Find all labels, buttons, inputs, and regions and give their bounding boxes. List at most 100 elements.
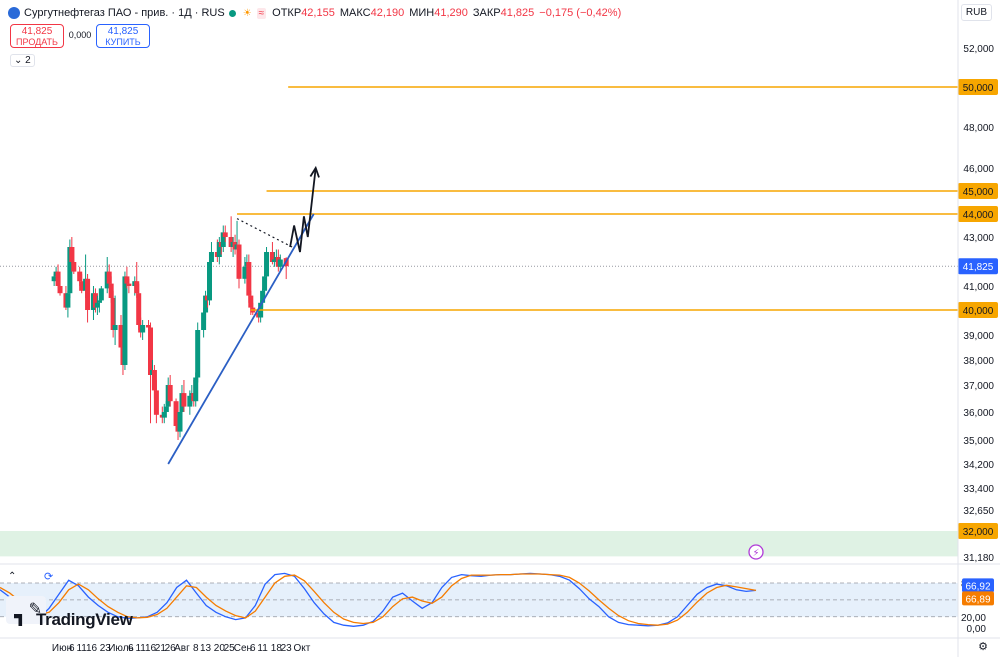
price-tick-label: 31,180 <box>963 553 994 564</box>
level-badge-label: 50,000 <box>963 83 994 94</box>
price-tick-label: 34,200 <box>963 460 994 471</box>
candle-body <box>193 377 199 402</box>
watermark-text: TradingView <box>36 610 133 629</box>
candle-body <box>167 385 173 402</box>
price-tick-label: 52,000 <box>963 44 994 55</box>
sell-price: 41,825 <box>21 26 53 37</box>
candle-body <box>57 286 63 294</box>
level-badge <box>958 79 998 95</box>
candle-body <box>126 283 132 286</box>
change-value: −0,175 (−0,42%) <box>539 7 622 19</box>
currency-button[interactable]: RUB <box>960 4 992 21</box>
candle-body <box>112 325 118 330</box>
candle-body <box>77 271 83 282</box>
buy-button[interactable]: 41,825 КУПИТЬ <box>96 24 150 48</box>
open-label: ОТКР <box>272 7 302 19</box>
candle-body <box>271 259 277 262</box>
support-zone <box>0 531 958 557</box>
price-tick-label: 37,000 <box>963 381 994 392</box>
candle-body <box>51 276 57 282</box>
collapse-indicators-button[interactable]: ⌄ 2 <box>10 54 35 67</box>
time-tick-label: Авг <box>174 643 190 654</box>
time-tick-label: 20 <box>214 643 226 654</box>
high-value: 42,190 <box>370 7 405 19</box>
time-tick-label: 11 <box>257 643 268 654</box>
live-dot-icon <box>228 9 236 17</box>
price-tick-label: 36,000 <box>963 408 994 419</box>
time-tick-label: 16 <box>86 643 98 654</box>
candle-body <box>236 244 242 279</box>
candle-body <box>118 325 124 348</box>
level-badge-label: 40,000 <box>963 306 994 317</box>
price-tick-label: 39,000 <box>963 331 994 342</box>
candle-body <box>242 266 248 279</box>
candle-body <box>216 242 222 257</box>
price-tick-label: 32,650 <box>963 506 994 517</box>
low-value: 41,290 <box>434 7 468 19</box>
high-label: МАКС <box>339 7 371 19</box>
stochastic-value-label: 66,92 <box>965 581 990 592</box>
candle-body <box>146 325 152 328</box>
level-badge <box>958 206 998 222</box>
time-tick-label: 11 <box>76 643 87 654</box>
drawing-tool-button[interactable]: ✎ <box>6 596 46 624</box>
time-tick-label: 6 <box>128 643 134 654</box>
stochastic-line <box>0 572 757 627</box>
candle-body <box>173 401 179 426</box>
candle-body <box>163 406 169 412</box>
low-label: МИН <box>409 7 435 19</box>
candle-body <box>161 412 167 418</box>
buy-label: КУПИТЬ <box>105 37 141 47</box>
price-tick-label: 46,000 <box>963 164 994 175</box>
indicator-settings-icon[interactable]: ⟳ <box>44 571 54 583</box>
time-tick-label: 11 <box>135 643 146 654</box>
candle-body <box>177 412 183 432</box>
candle-body <box>136 293 142 325</box>
candle-body <box>79 281 85 291</box>
level-badge-label: 44,000 <box>963 210 994 221</box>
candle-body <box>92 293 98 308</box>
level-badge <box>958 302 998 318</box>
open-value: 42,155 <box>301 7 335 19</box>
dividends-icon[interactable]: ☀ <box>242 7 252 19</box>
candle-body <box>140 325 146 333</box>
candle-body <box>181 393 187 407</box>
time-tick-label: Июль <box>108 643 134 654</box>
exchange-logo-icon <box>8 7 20 19</box>
events-icon[interactable]: ≈ <box>256 7 267 19</box>
time-tick-label: 16 <box>145 643 157 654</box>
price-tick-label: 48,000 <box>963 123 994 134</box>
candle-body <box>69 247 75 262</box>
lightning-glyph: ⚡ <box>752 548 759 559</box>
candle-body <box>55 271 61 286</box>
stochastic-line <box>0 573 757 626</box>
candle-body <box>203 295 209 313</box>
stochastic-value-badge <box>962 578 994 593</box>
stochastic-value-badge <box>962 591 994 606</box>
tradingview-watermark: TradingView <box>14 610 133 630</box>
candle-body <box>187 395 193 407</box>
candle-body <box>96 300 102 303</box>
candle-body <box>277 259 283 267</box>
candle-body <box>124 276 130 284</box>
axis-settings-icon[interactable]: ⚙ <box>978 641 988 653</box>
indicator-collapse-icon[interactable]: ⌃ <box>8 571 17 582</box>
candle-body <box>85 278 91 310</box>
candle-body <box>207 262 212 301</box>
symbol-title[interactable]: Сургутнефтегаз ПАО - прив. · 1Д · RUS <box>24 7 225 19</box>
last-price-badge <box>958 258 998 275</box>
candle-body <box>94 302 100 308</box>
chevron-down-icon: ⌄ <box>14 55 23 66</box>
candle-body <box>248 295 254 308</box>
candle-body <box>246 262 252 296</box>
candle-body <box>71 262 77 272</box>
zone-badge-label: 32,000 <box>963 527 994 538</box>
level-badge-label: 45,000 <box>963 187 994 198</box>
candle-body <box>122 276 128 365</box>
stochastic-tick-label: 0,00 <box>967 624 987 635</box>
sell-button[interactable]: 41,825 ПРОДАТЬ <box>10 24 64 48</box>
tradingview-logo-icon <box>14 614 23 626</box>
time-tick-label: 25 <box>224 643 236 654</box>
time-tick-label: 13 <box>200 643 212 654</box>
